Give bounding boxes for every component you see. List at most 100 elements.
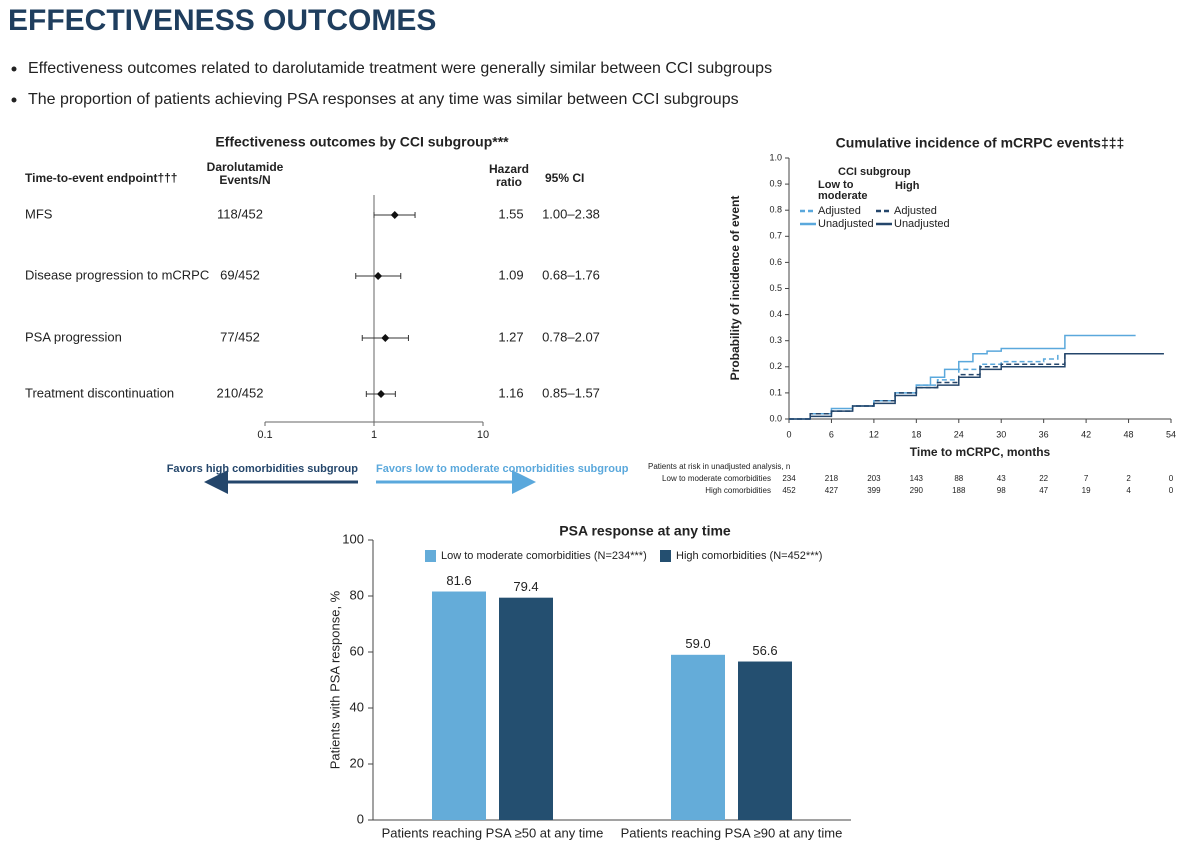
point-estimate: [390, 211, 399, 219]
data-label: 59.0: [685, 636, 710, 651]
y-axis-label: Probability of incidence of event: [728, 196, 742, 381]
y-tick-label: 0.5: [769, 283, 782, 293]
bar: [671, 654, 725, 820]
x-tick-label: Patients reaching PSA ≥90 at any time: [621, 825, 843, 840]
events: 69/452: [220, 267, 260, 282]
y-tick-label: 0.9: [769, 178, 782, 188]
x-tick-label: 48: [1124, 429, 1134, 439]
risk-value: 19: [1082, 486, 1091, 495]
bullet: [11, 66, 17, 72]
y-tick-label: 1.0: [769, 152, 782, 162]
chart-title: Effectiveness outcomes by CCI subgroup**…: [215, 134, 509, 150]
row-label: MFS: [25, 206, 53, 221]
legend-label: Unadjusted: [818, 218, 874, 230]
risk-value: 290: [910, 486, 924, 495]
risk-value: 218: [825, 474, 839, 483]
hazard-ratio: 1.27: [498, 329, 523, 344]
events: 77/452: [220, 329, 260, 344]
row-label: Treatment discontinuation: [25, 385, 174, 400]
hazard-ratio: 1.55: [498, 206, 523, 221]
y-tick-label: 0.4: [769, 309, 782, 319]
y-tick-label: 0.7: [769, 231, 782, 241]
series-line: [789, 353, 1066, 420]
y-tick-label: 40: [350, 699, 364, 714]
x-tick-label: 0.1: [257, 429, 272, 441]
risk-row-label: Low to moderate comorbidities: [662, 474, 771, 483]
page-title: EFFECTIVENESS OUTCOMES: [8, 4, 436, 37]
ci-label: 0.68–1.76: [542, 267, 600, 282]
risk-value: 143: [910, 474, 924, 483]
legend-label: Adjusted: [818, 205, 861, 217]
x-tick-label: 0: [786, 429, 791, 439]
chart-title: Cumulative incidence of mCRPC events‡‡‡: [836, 135, 1125, 151]
risk-value: 427: [825, 486, 839, 495]
events: 118/452: [217, 206, 263, 221]
point-estimate: [381, 334, 390, 342]
data-label: 81.6: [446, 573, 471, 588]
data-label: 56.6: [752, 643, 777, 658]
risk-value: 399: [867, 486, 881, 495]
legend-group: High: [895, 180, 920, 192]
ci-label: 0.78–2.07: [542, 329, 600, 344]
y-tick-label: 60: [350, 643, 364, 658]
x-tick-label: Patients reaching PSA ≥50 at any time: [382, 825, 604, 840]
data-label: 79.4: [513, 579, 538, 594]
legend-label: Unadjusted: [894, 218, 950, 230]
bullet-text: Effectiveness outcomes related to darolu…: [28, 60, 772, 77]
risk-value: 0: [1169, 474, 1174, 483]
risk-value: 452: [782, 486, 796, 495]
x-tick-label: 24: [954, 429, 964, 439]
legend-swatch: [425, 550, 436, 562]
risk-value: 203: [867, 474, 881, 483]
row-label: PSA progression: [25, 329, 122, 344]
x-tick-label: 1: [371, 429, 377, 441]
y-tick-label: 100: [342, 531, 364, 546]
legend-swatch: [660, 550, 671, 562]
y-tick-label: 0.3: [769, 335, 782, 345]
chart-title: PSA response at any time: [559, 523, 731, 539]
y-tick-label: 20: [350, 755, 364, 770]
x-tick-label: 36: [1039, 429, 1049, 439]
x-tick-label: 12: [869, 429, 879, 439]
risk-value: 4: [1126, 486, 1131, 495]
bar: [432, 591, 486, 820]
risk-value: 2: [1126, 474, 1131, 483]
y-tick-label: 0.1: [769, 387, 782, 397]
events: 210/452: [217, 385, 264, 400]
y-tick-label: 0.6: [769, 257, 782, 267]
risk-value: 43: [997, 474, 1006, 483]
risk-value: 0: [1169, 486, 1174, 495]
risk-value: 234: [782, 474, 796, 483]
x-tick-label: 54: [1166, 429, 1176, 439]
legend-label: Low to moderate comorbidities (N=234***): [441, 550, 647, 562]
risk-value: 98: [997, 486, 1006, 495]
x-tick-label: 18: [911, 429, 921, 439]
y-axis-label: Patients with PSA response, %: [327, 590, 342, 769]
risk-value: 47: [1039, 486, 1048, 495]
risk-value: 7: [1084, 474, 1089, 483]
column-header: 95% CI: [545, 171, 585, 185]
x-tick-label: 42: [1081, 429, 1091, 439]
favors-label: Favors high comorbidities subgroup: [167, 463, 359, 475]
y-tick-label: 0.2: [769, 361, 782, 371]
bar: [738, 661, 792, 820]
point-estimate: [374, 272, 383, 280]
column-header: Time-to-event endpoint†††: [25, 171, 178, 185]
x-tick-label: 6: [829, 429, 834, 439]
x-axis-label: Time to mCRPC, months: [910, 445, 1051, 459]
series-line: [789, 353, 1164, 420]
y-tick-label: 80: [350, 587, 364, 602]
y-tick-label: 0.8: [769, 205, 782, 215]
favors-label: Favors low to moderate comorbidities sub…: [376, 463, 629, 475]
ci-label: 1.00–2.38: [542, 206, 600, 221]
legend-label: High comorbidities (N=452***): [676, 550, 822, 562]
risk-value: 88: [954, 474, 963, 483]
hazard-ratio: 1.09: [498, 267, 523, 282]
column-header: Hazard ratio: [488, 162, 529, 189]
bullet-text: The proportion of patients achieving PSA…: [28, 91, 739, 108]
hazard-ratio: 1.16: [498, 385, 523, 400]
y-tick-label: 0: [357, 811, 364, 826]
bar: [499, 597, 553, 820]
